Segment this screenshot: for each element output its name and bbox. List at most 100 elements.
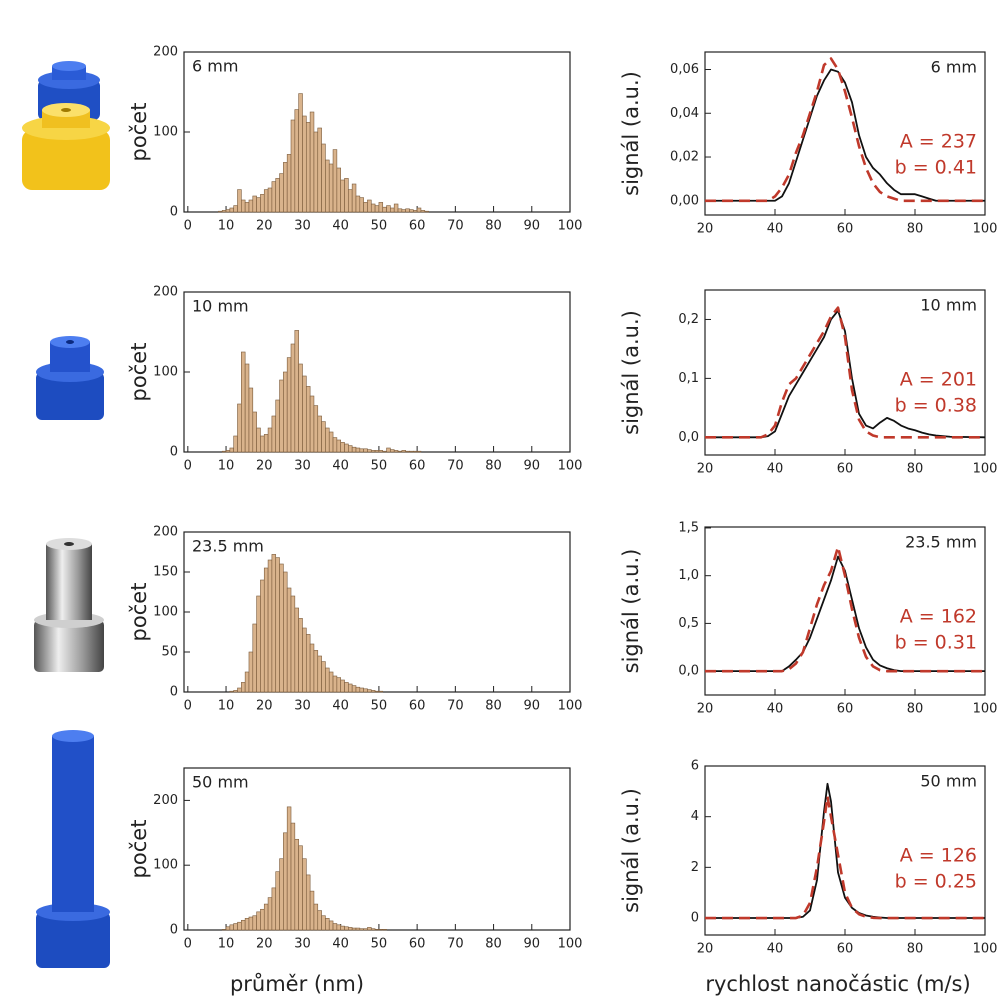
y-axis-label: počet (127, 343, 151, 402)
panel: 20 40 60 80 100 0,00 0,02 0,04 0,06 6 mm A = 237 b … (619, 51, 997, 237)
bar (241, 351, 246, 453)
x-tick-label: 20 (697, 462, 714, 477)
y-tick-label: 4 (691, 809, 699, 824)
bar (313, 903, 319, 931)
x-tick-label: 0 (184, 219, 192, 234)
bar (252, 411, 257, 453)
bar (309, 395, 315, 453)
x-tick-label: 80 (907, 942, 924, 957)
nozzle-part (52, 61, 86, 71)
x-tick-label: 30 (294, 699, 311, 714)
x-tick-label: 60 (409, 699, 426, 714)
nozzle-part (66, 340, 74, 344)
y-tick-label: 0,0 (678, 664, 699, 679)
bar (378, 690, 384, 693)
x-tick-label: 60 (409, 937, 426, 952)
panel-label: 23.5 mm (905, 533, 977, 552)
panel: 0 10 20 30 40 50 60 70 80 90 100 0 100 200 6 mm počet (127, 45, 582, 234)
bar (317, 910, 322, 931)
fit-parameter: A = 126 (900, 845, 977, 867)
x-tick-label: 20 (256, 699, 273, 714)
bar (237, 189, 242, 213)
bar (305, 386, 311, 453)
x-tick-label: 20 (256, 459, 273, 474)
panel-label: 6 mm (192, 57, 238, 76)
nozzle-6mm (22, 61, 110, 190)
bar (420, 210, 426, 213)
y-tick-label: 6 (691, 759, 699, 774)
bar (355, 447, 361, 453)
bar (313, 650, 319, 693)
x-tick-label: 90 (524, 699, 541, 714)
bar (244, 202, 250, 213)
bar (344, 682, 349, 693)
bar (248, 199, 254, 213)
bar (275, 399, 280, 453)
panel-label: 50 mm (920, 772, 977, 791)
bar (344, 443, 349, 453)
x-axis-label: průměr (nm) (230, 972, 364, 996)
series-line (705, 57, 985, 203)
bar (267, 897, 273, 931)
bar (374, 450, 380, 453)
bar (374, 929, 380, 931)
x-tick-label: 70 (447, 699, 464, 714)
y-tick-label: 0,04 (670, 106, 699, 121)
bar (378, 202, 384, 213)
bar (359, 448, 364, 453)
bar (260, 579, 265, 693)
bar (256, 911, 261, 931)
bar (363, 688, 368, 693)
panel-label: 23.5 mm (192, 537, 264, 556)
bar (336, 677, 341, 693)
y-tick-label: 0 (170, 445, 178, 460)
x-tick-label: 80 (907, 462, 924, 477)
bar (302, 858, 307, 931)
bar (344, 926, 349, 931)
bar (351, 183, 357, 213)
bar (263, 189, 269, 213)
bar (256, 595, 261, 693)
bar (370, 690, 376, 693)
bar (413, 210, 418, 213)
y-tick-label: 50 (161, 645, 178, 660)
x-tick-label: 60 (837, 942, 854, 957)
nozzle-10mm (36, 336, 104, 420)
bar (256, 197, 261, 213)
y-tick-label: 0,0 (678, 430, 699, 445)
bar (267, 187, 273, 213)
bar (351, 446, 357, 453)
bar (233, 923, 238, 931)
bar (294, 838, 299, 931)
x-tick-label: 0 (184, 699, 192, 714)
x-tick-label: 100 (973, 702, 998, 717)
bar (336, 167, 341, 213)
bar (317, 127, 322, 213)
bar (298, 618, 303, 693)
y-tick-label: 0,02 (670, 150, 699, 165)
y-axis-label: signál (a.u.) (619, 310, 643, 435)
bar (271, 181, 277, 213)
bar (279, 379, 284, 453)
bar (283, 371, 288, 453)
x-tick-label: 50 (371, 937, 388, 952)
bar (363, 202, 368, 213)
x-tick-label: 40 (332, 937, 349, 952)
bar (390, 449, 395, 453)
bar (317, 655, 322, 693)
bar (229, 207, 234, 213)
nozzle-part (36, 912, 110, 968)
bar (393, 450, 399, 453)
x-tick-label: 70 (447, 219, 464, 234)
bar (290, 822, 296, 931)
y-tick-label: 0,00 (670, 193, 699, 208)
bar (263, 903, 269, 931)
y-tick-label: 0 (170, 205, 178, 220)
x-tick-label: 0 (184, 459, 192, 474)
x-tick-label: 90 (524, 937, 541, 952)
y-tick-label: 0,06 (670, 62, 699, 77)
bar (233, 435, 238, 453)
x-tick-label: 40 (767, 222, 784, 237)
bar (321, 661, 326, 693)
x-tick-label: 100 (558, 699, 583, 714)
